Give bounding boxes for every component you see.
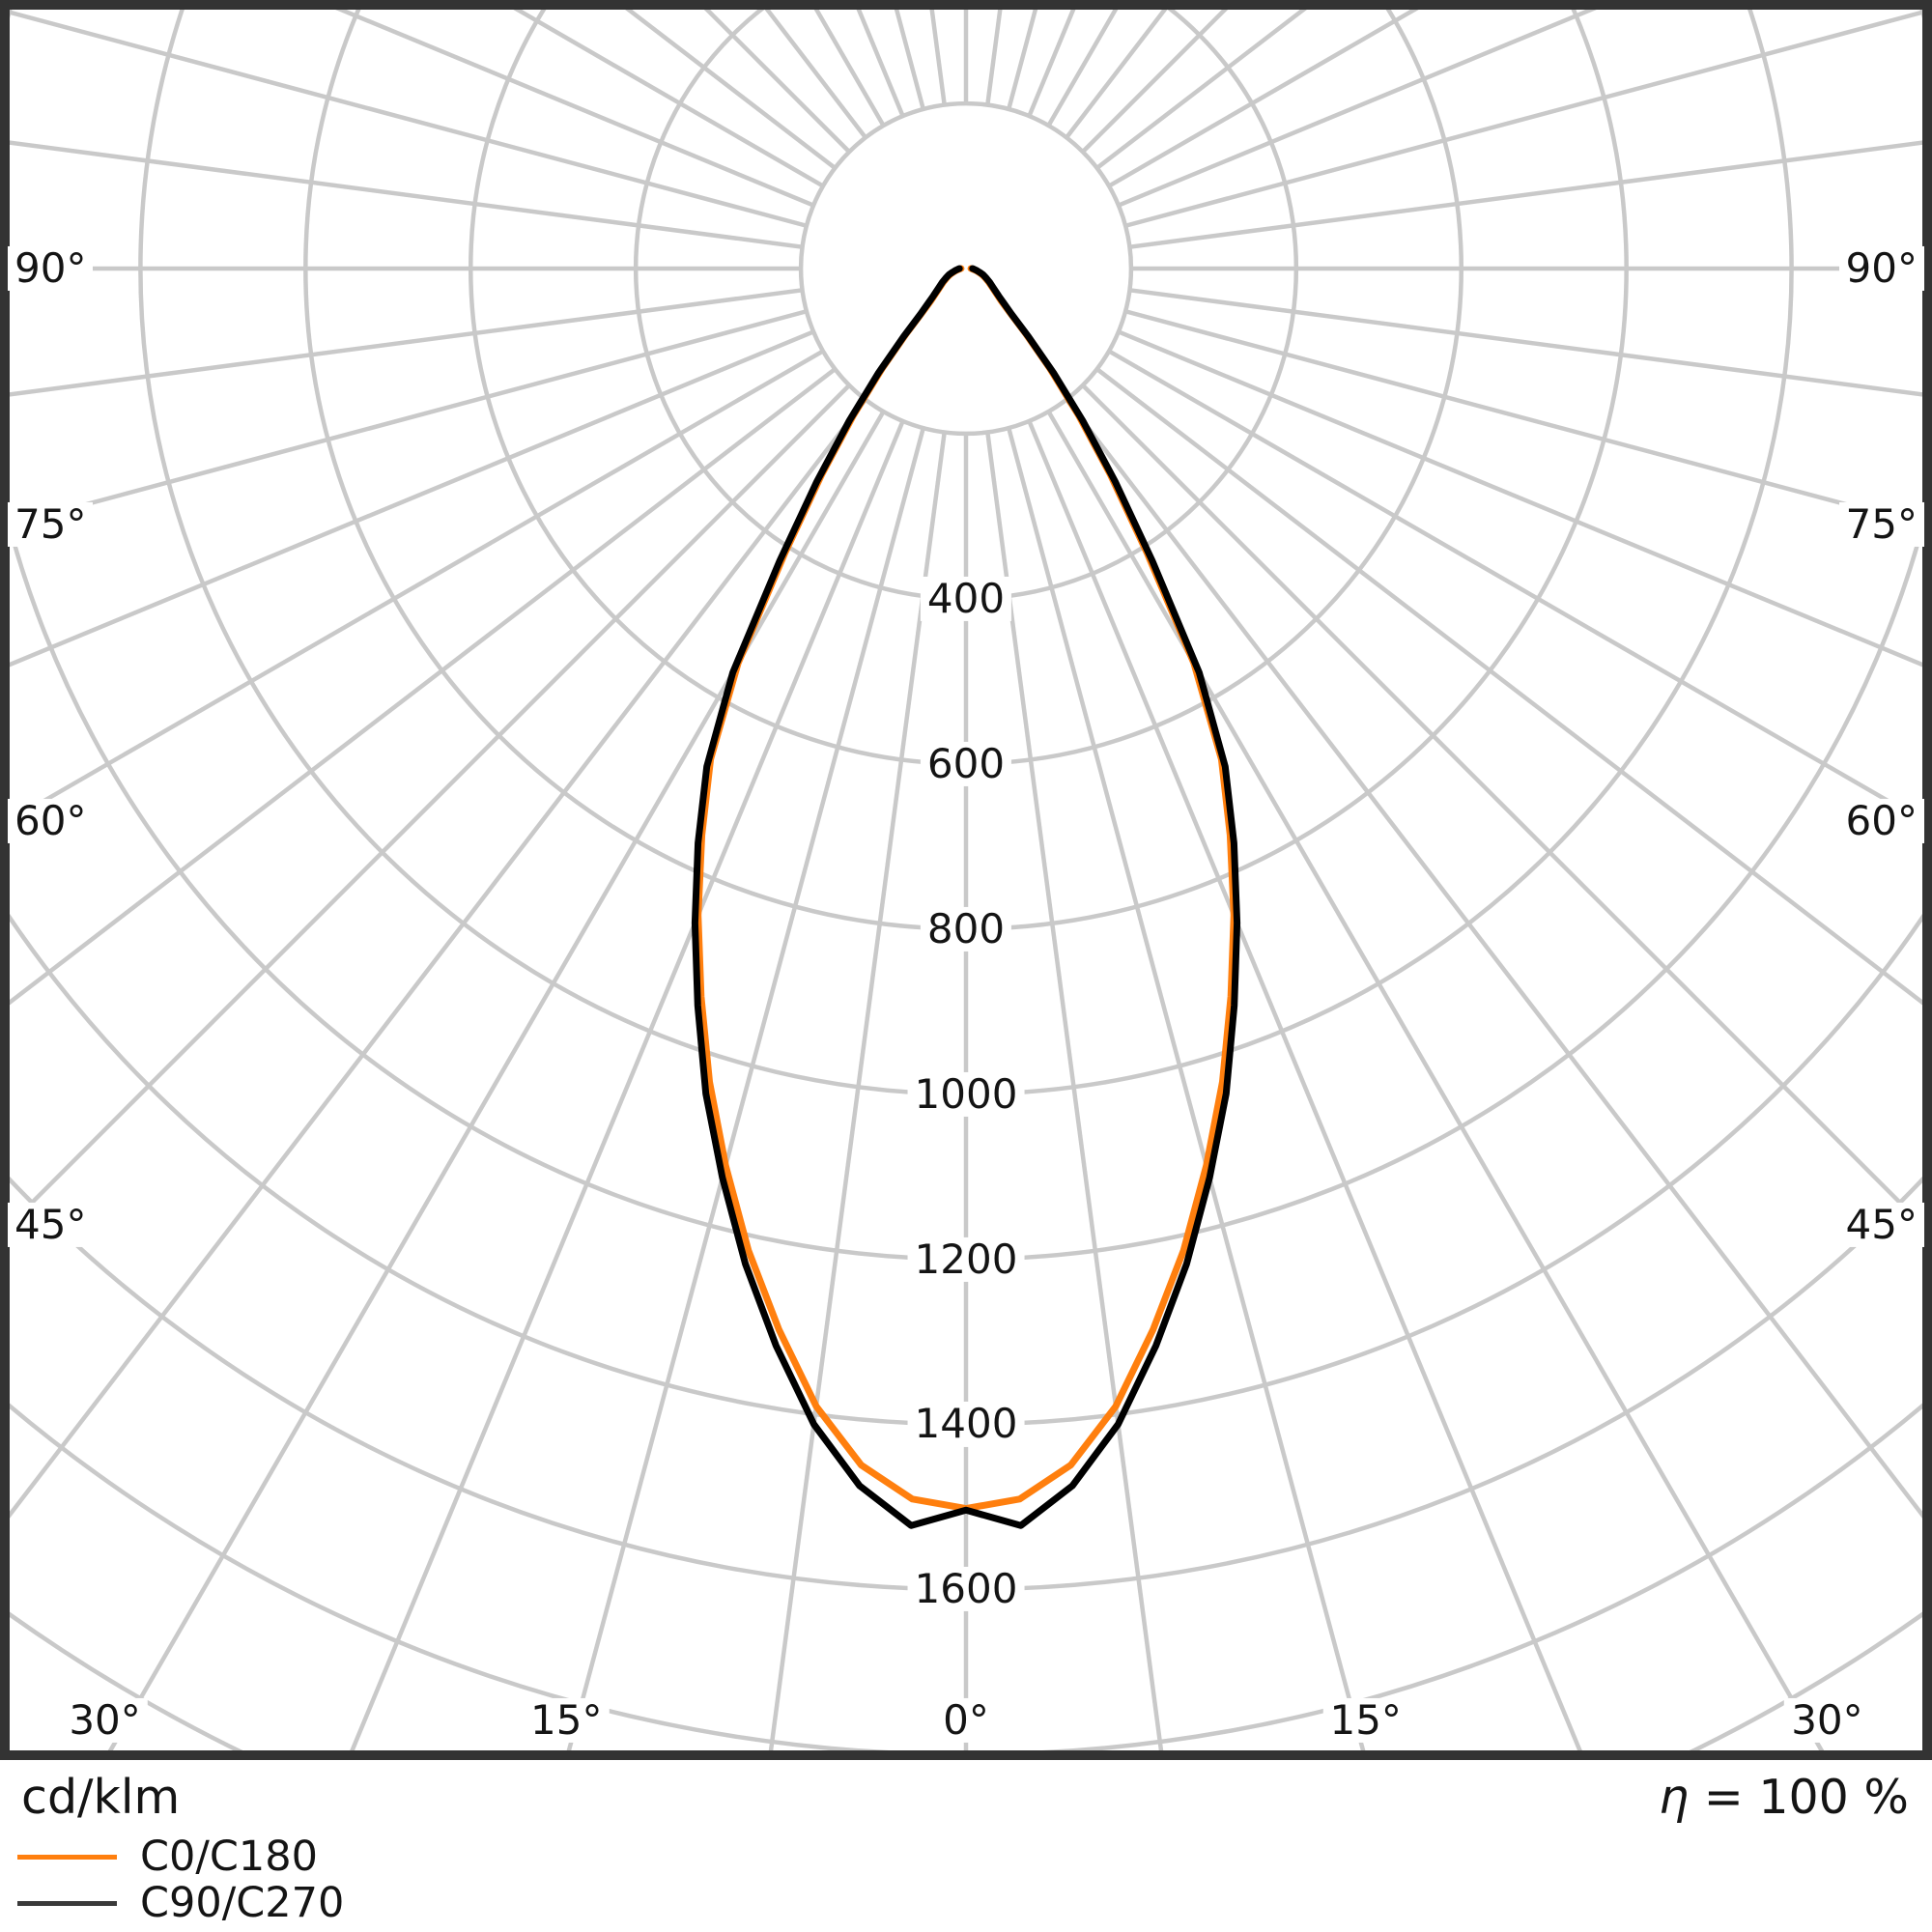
plot-frame <box>0 0 1932 1760</box>
legend-label-c90-c270: C90/C270 <box>140 1878 345 1927</box>
angle-label-left-75: 75° <box>8 502 94 548</box>
angle-label-left-90: 90° <box>8 245 94 292</box>
angle-label-right-75: 75° <box>1838 502 1924 548</box>
radial-tick-1200: 1200 <box>907 1236 1025 1282</box>
radial-tick-600: 600 <box>920 741 1012 786</box>
legend-line-c0-c180 <box>17 1854 117 1860</box>
efficiency-label: η = 100 % <box>1659 1770 1909 1825</box>
radial-tick-1400: 1400 <box>907 1402 1025 1447</box>
angle-label-bottom-2: 0° <box>936 1697 996 1744</box>
angle-label-bottom-3: 15° <box>1322 1697 1408 1744</box>
radial-units-label: cd/klm <box>21 1770 181 1825</box>
angle-label-left-60: 60° <box>8 798 94 843</box>
angle-label-right-45: 45° <box>1838 1202 1924 1248</box>
legend: C0/C180 C90/C270 <box>17 1835 344 1924</box>
curve-c90-c270 <box>691 265 1241 1529</box>
legend-label-c0-c180: C0/C180 <box>140 1832 318 1881</box>
radial-tick-800: 800 <box>920 906 1012 952</box>
legend-item-c0-c180: C0/C180 <box>17 1835 344 1878</box>
legend-item-c90-c270: C90/C270 <box>17 1882 344 1924</box>
angle-label-bottom-4: 30° <box>1784 1697 1870 1744</box>
radial-tick-400: 400 <box>920 576 1012 621</box>
radial-tick-1600: 1600 <box>907 1567 1025 1612</box>
angle-label-right-90: 90° <box>1838 245 1924 292</box>
radial-tick-1000: 1000 <box>907 1071 1025 1117</box>
angle-label-right-60: 60° <box>1838 798 1924 843</box>
angle-label-bottom-1: 15° <box>524 1697 610 1744</box>
angle-label-bottom-0: 30° <box>62 1697 148 1744</box>
legend-line-c90-c270 <box>17 1900 117 1906</box>
angle-label-left-45: 45° <box>8 1202 94 1248</box>
